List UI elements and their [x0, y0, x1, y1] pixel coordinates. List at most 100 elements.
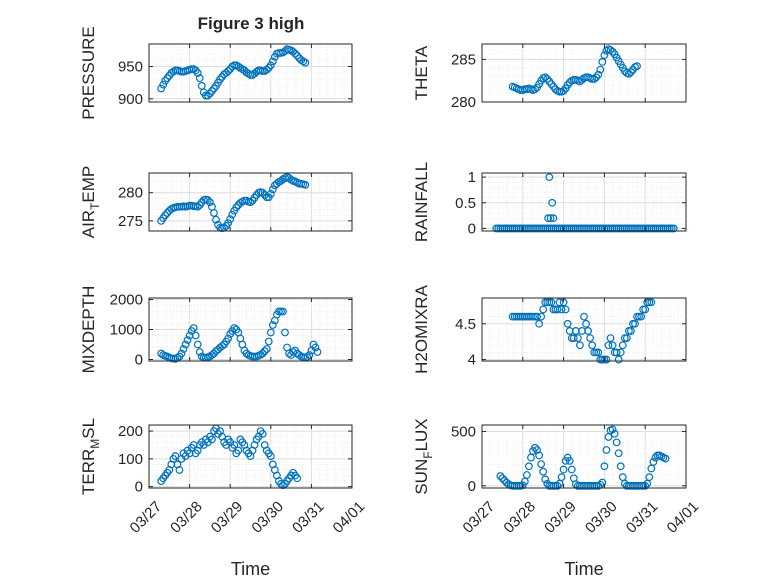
y-tick-label: 950 — [118, 59, 143, 76]
data-point — [496, 472, 505, 480]
data-point — [157, 349, 166, 358]
data-point — [177, 349, 186, 358]
data-series — [157, 424, 302, 490]
data-point — [266, 189, 275, 198]
y-axis-label: MIXDEPTH — [79, 286, 98, 374]
subplot-5: 0 1000 2000 MIXDEPTH — [79, 286, 353, 374]
data-point — [208, 435, 216, 444]
y-tick-label: 280 — [118, 185, 143, 202]
data-point — [569, 334, 578, 342]
data-point — [301, 58, 310, 67]
y-axis-label: AIRTEMP — [79, 166, 102, 239]
data-point — [203, 91, 212, 100]
data-point — [191, 331, 200, 340]
data-point — [616, 348, 625, 357]
data-series — [157, 173, 310, 233]
data-point — [313, 348, 322, 356]
data-point — [604, 341, 613, 350]
data-point — [608, 341, 617, 350]
axes-background — [482, 298, 686, 361]
y-axis-label: SUNFLUX — [412, 418, 435, 494]
y-tick-label: 0 — [135, 479, 143, 496]
data-point — [537, 312, 546, 321]
data-point — [203, 196, 212, 204]
data-point — [612, 438, 621, 447]
data-point — [224, 219, 233, 228]
y-tick-label: 900 — [118, 91, 143, 108]
y-tick-label: 285 — [451, 51, 476, 68]
data-point — [573, 334, 582, 342]
data-point — [649, 458, 658, 466]
data-point — [305, 351, 314, 359]
data-point — [212, 215, 220, 224]
axes-box — [148, 172, 353, 232]
data-point — [268, 321, 277, 329]
data-point — [266, 452, 275, 460]
data-point — [301, 180, 310, 189]
data-point — [557, 305, 566, 314]
data-point — [193, 340, 202, 349]
data-point — [531, 85, 539, 94]
axes-background — [482, 425, 686, 488]
subplot-1: 900 950 PRESSURE — [79, 26, 353, 120]
data-point — [262, 65, 271, 74]
data-point — [544, 214, 552, 223]
data-point — [210, 209, 218, 217]
data-point — [616, 462, 625, 471]
data-point — [614, 449, 623, 458]
y-tick-label: 0.5 — [455, 195, 476, 212]
data-point — [518, 481, 527, 490]
data-point — [535, 451, 544, 460]
data-point — [600, 51, 609, 59]
data-point — [258, 349, 267, 358]
data-point — [268, 185, 277, 194]
data-point — [633, 62, 641, 71]
data-point — [181, 340, 190, 349]
data-point — [525, 462, 533, 471]
data-point — [549, 214, 558, 223]
data-point — [175, 466, 184, 474]
data-point — [498, 474, 507, 483]
axes-box — [481, 43, 687, 103]
data-point — [234, 446, 243, 455]
y-axis-label: TERRMSL — [79, 418, 102, 495]
data-point — [614, 355, 623, 364]
data-point — [612, 348, 621, 357]
data-point — [559, 465, 568, 474]
data-point — [582, 319, 590, 328]
data-series — [508, 45, 641, 96]
y-tick-label: 275 — [118, 213, 143, 230]
x-axis-label: Time — [231, 559, 270, 579]
y-tick-label: 0 — [468, 220, 476, 237]
data-point — [661, 454, 670, 463]
data-point — [586, 334, 595, 342]
data-series — [157, 45, 310, 100]
data-point — [610, 429, 619, 438]
data-point — [224, 67, 233, 75]
data-point — [596, 65, 605, 74]
data-point — [189, 324, 198, 332]
data-point — [622, 334, 631, 342]
data-point — [159, 80, 168, 89]
data-point — [546, 214, 555, 223]
data-point — [193, 202, 202, 211]
data-point — [258, 188, 267, 197]
data-point — [669, 224, 678, 233]
axes-box — [148, 424, 353, 489]
data-point — [553, 305, 562, 314]
subplot-3: 275 280 AIRTEMP — [79, 166, 353, 239]
data-point — [522, 471, 531, 479]
data-point — [230, 324, 239, 332]
data-point — [193, 69, 202, 77]
data-point — [606, 334, 615, 342]
data-point — [563, 319, 572, 328]
subplot-4: 0 0.5 1 RAINFALL — [412, 162, 687, 242]
y-tick-label: 1000 — [110, 322, 143, 339]
data-point — [208, 351, 216, 359]
data-point — [157, 84, 166, 93]
data-point — [541, 475, 550, 484]
data-point — [645, 473, 654, 482]
axes-box — [148, 43, 353, 103]
data-point — [179, 345, 188, 353]
